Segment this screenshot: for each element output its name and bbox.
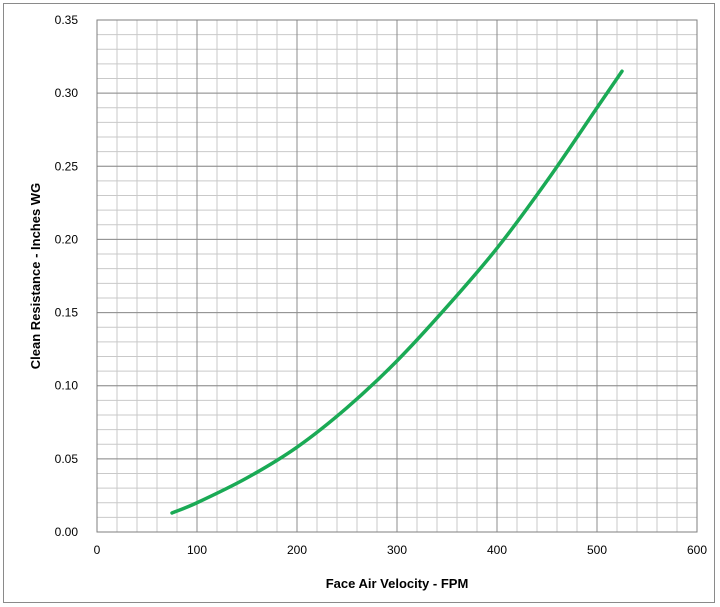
data-series [170, 69, 624, 515]
y-tick-label: 0.00 [55, 525, 79, 539]
y-tick-label: 0.10 [55, 379, 79, 393]
x-tick-label: 0 [94, 543, 101, 557]
x-axis-title: Face Air Velocity - FPM [326, 576, 469, 591]
x-tick-labels: 0 100 200 300 400 500 600 [94, 543, 708, 557]
y-tick-label: 0.25 [55, 159, 79, 173]
x-tick-label: 300 [387, 543, 407, 557]
major-gridlines [96, 19, 698, 533]
plot-area-border [96, 19, 698, 533]
y-tick-label: 0.05 [55, 452, 79, 466]
x-tick-label: 600 [687, 543, 707, 557]
y-tick-label: 0.20 [55, 232, 79, 246]
y-axis-title: Clean Resistance - Inches WG [28, 183, 43, 369]
series-line [170, 69, 624, 515]
x-tick-label: 100 [187, 543, 207, 557]
x-tick-label: 400 [487, 543, 507, 557]
y-tick-labels: 0.00 0.05 0.10 0.15 0.20 0.25 0.30 0.35 [55, 13, 79, 539]
x-tick-label: 200 [287, 543, 307, 557]
y-tick-label: 0.30 [55, 86, 79, 100]
y-tick-label: 0.15 [55, 306, 79, 320]
x-tick-label: 500 [587, 543, 607, 557]
y-tick-label: 0.35 [55, 13, 79, 27]
